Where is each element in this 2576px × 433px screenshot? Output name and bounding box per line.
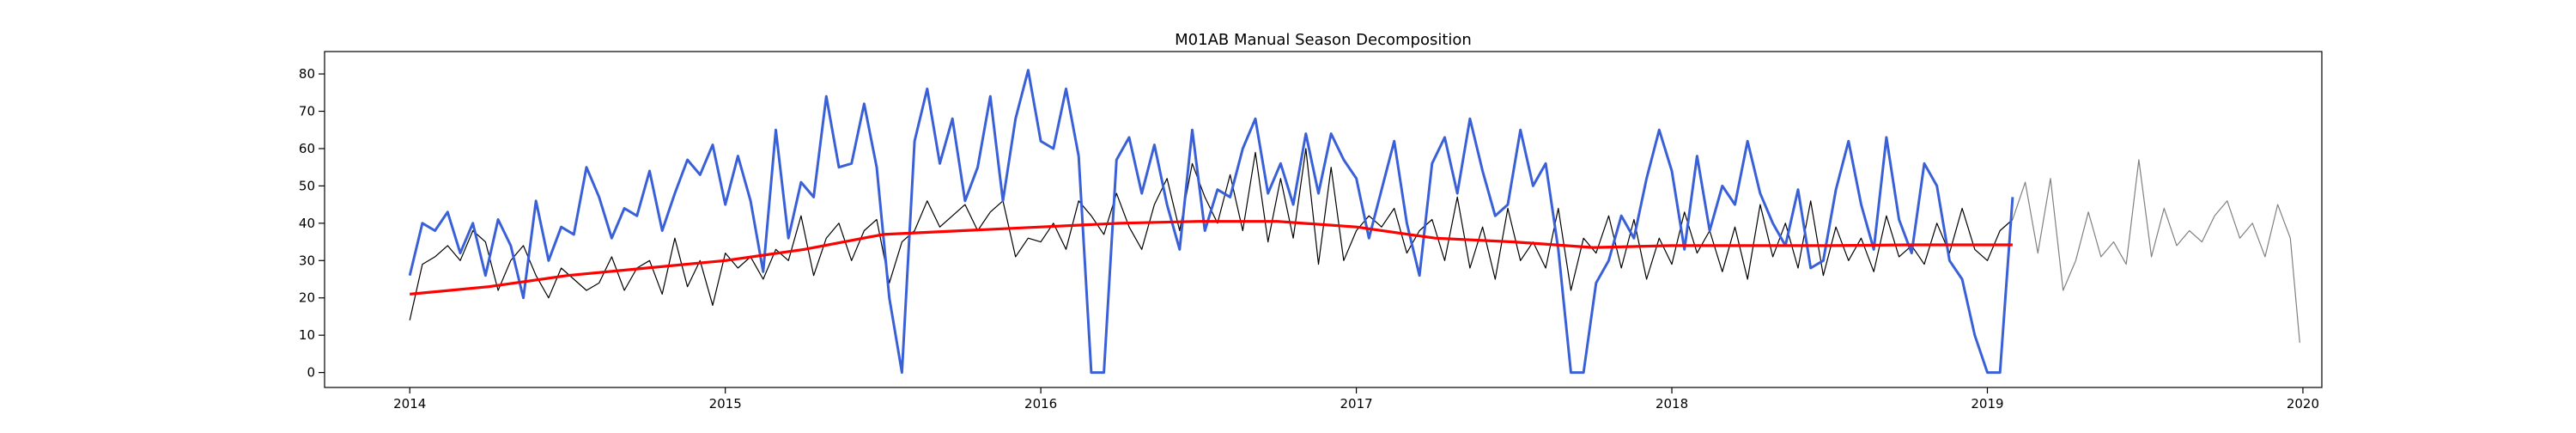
series-line-trend <box>410 220 2013 296</box>
x-tick-label: 2014 <box>393 396 426 412</box>
x-tick-label: 2017 <box>1340 396 1372 412</box>
plot-frame <box>324 51 2323 388</box>
y-tick-label: 40 <box>299 216 315 231</box>
x-tick-label: 2015 <box>709 396 742 412</box>
chart-title: M01AB Manual Season Decomposition <box>1175 31 1472 49</box>
x-tick-label: 2019 <box>1971 396 2003 412</box>
series-line-seasonal <box>408 69 2014 375</box>
x-tick-label: 2016 <box>1024 396 1057 412</box>
axis-ticks: 2014 2015 2016 2017 2018 2019 2020 0 10 20 30 40 50 6… <box>299 66 2319 412</box>
y-tick-label: 30 <box>299 253 315 268</box>
y-tick-label: 0 <box>307 365 315 381</box>
y-tick-label: 80 <box>299 66 315 82</box>
y-tick-label: 20 <box>299 290 315 306</box>
series-line-forecast-continuation <box>2012 159 2300 343</box>
x-tick-label: 2018 <box>1656 396 1688 412</box>
plot-lines <box>408 69 2300 375</box>
y-tick-label: 10 <box>299 327 315 343</box>
x-tick-label: 2020 <box>2287 396 2319 412</box>
y-tick-label: 60 <box>299 141 315 156</box>
y-tick-label: 50 <box>299 178 315 193</box>
y-tick-label: 70 <box>299 104 315 119</box>
